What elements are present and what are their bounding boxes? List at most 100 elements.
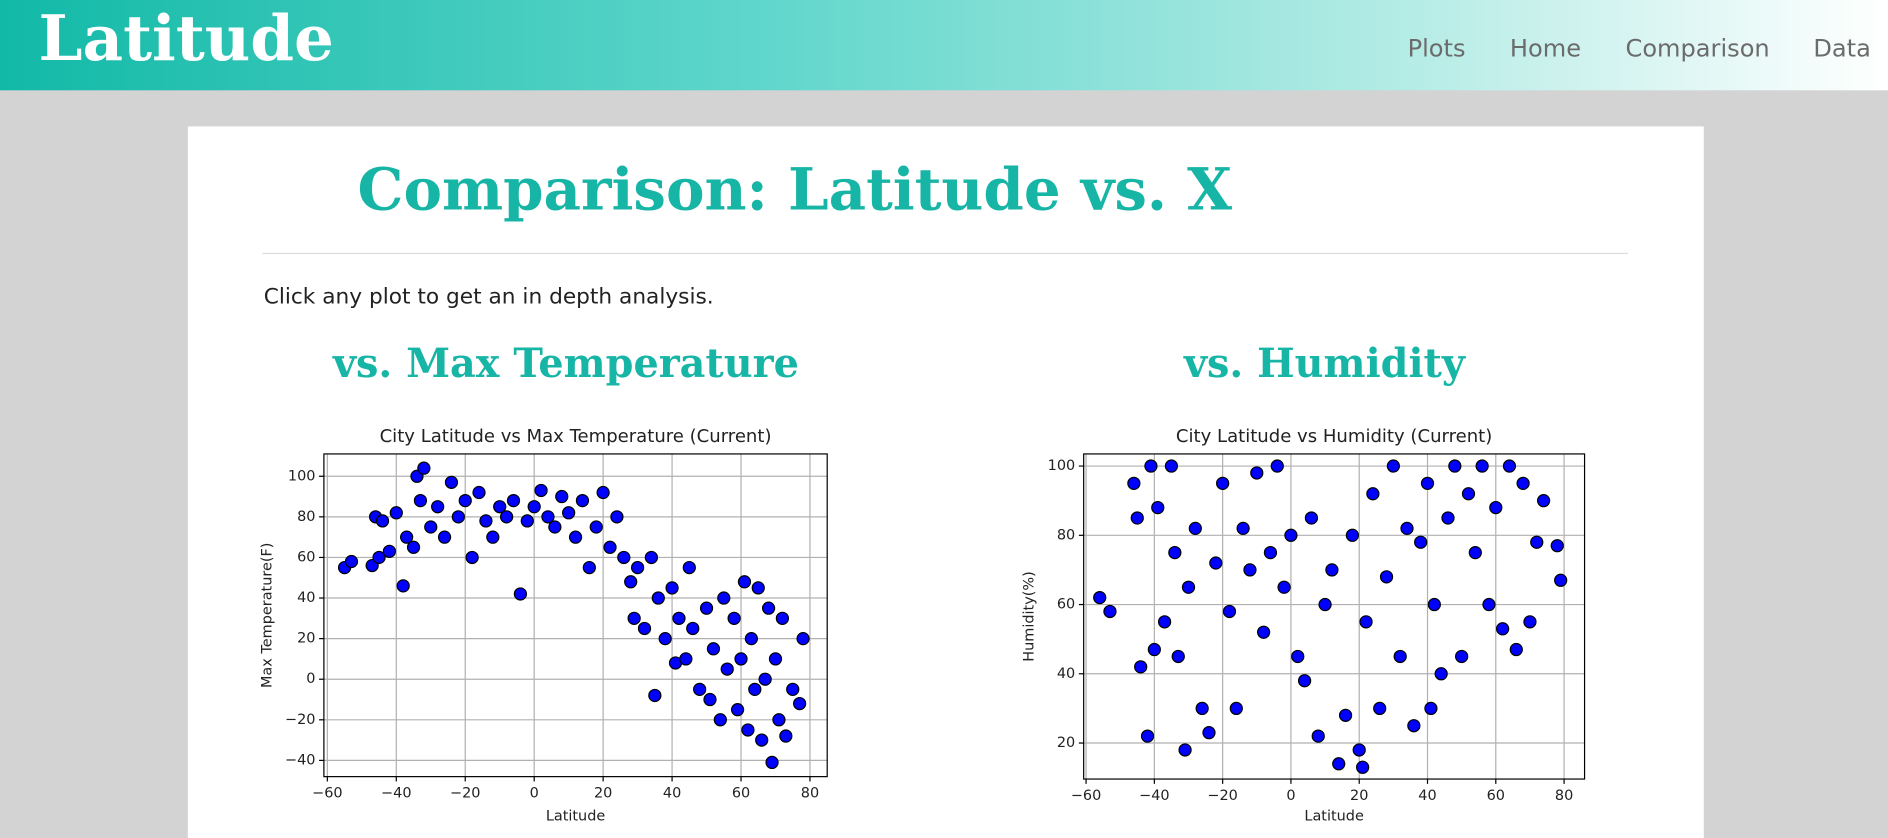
x-tick-label: 20 xyxy=(1350,788,1368,804)
point xyxy=(1147,642,1161,657)
point xyxy=(1130,511,1144,525)
point xyxy=(1216,476,1230,490)
point xyxy=(1243,563,1257,577)
point xyxy=(534,483,548,498)
point xyxy=(1127,476,1141,490)
point xyxy=(582,560,596,575)
point xyxy=(1441,511,1455,525)
x-axis-label: Latitude xyxy=(1304,808,1364,824)
point xyxy=(520,514,534,528)
point xyxy=(562,506,576,520)
point xyxy=(1475,459,1489,473)
point xyxy=(748,682,762,696)
point xyxy=(372,550,386,565)
y-tick-label: 80 xyxy=(297,509,315,525)
point xyxy=(617,550,631,565)
brand[interactable]: Latitude xyxy=(38,2,334,76)
point xyxy=(627,611,641,625)
point xyxy=(1140,729,1155,743)
point xyxy=(755,733,769,747)
point xyxy=(555,489,569,504)
y-tick-label: 40 xyxy=(297,590,315,606)
point xyxy=(1338,708,1353,722)
point xyxy=(727,611,741,625)
point xyxy=(431,500,445,514)
nav-link[interactable]: Plots xyxy=(1407,33,1466,63)
point xyxy=(651,591,665,605)
point xyxy=(686,621,700,636)
x-tick-label: −60 xyxy=(312,785,342,801)
point xyxy=(458,493,472,508)
point xyxy=(1345,528,1360,542)
point xyxy=(1516,476,1530,490)
x-tick-label: 40 xyxy=(1418,788,1436,804)
point xyxy=(541,510,555,524)
x-tick-label: 20 xyxy=(594,785,612,801)
scatter-plot[interactable]: −60 −40 −20 0 20 40 60 80 −40 −20 0 20 40 60 80 100 City… xyxy=(241,415,843,838)
point xyxy=(603,540,617,554)
point xyxy=(1393,649,1407,664)
point xyxy=(1455,649,1469,664)
point xyxy=(1424,701,1438,716)
point xyxy=(630,560,645,575)
point xyxy=(665,581,679,595)
point xyxy=(1291,649,1305,664)
y-tick-label: 0 xyxy=(306,671,315,687)
point xyxy=(1297,674,1312,688)
point xyxy=(751,581,765,595)
point xyxy=(444,475,459,489)
point xyxy=(389,506,403,520)
axes-frame xyxy=(323,453,828,778)
point xyxy=(1229,701,1243,716)
point xyxy=(1379,570,1394,584)
point xyxy=(1434,667,1448,681)
point xyxy=(765,755,779,770)
point xyxy=(1468,545,1482,560)
nav-link[interactable]: Home xyxy=(1509,33,1582,63)
point xyxy=(786,682,800,696)
point xyxy=(1304,511,1319,525)
point xyxy=(1250,466,1264,480)
point xyxy=(1509,642,1523,657)
point xyxy=(1222,604,1237,619)
divider xyxy=(262,252,1628,255)
y-axis-label: Max Temperature(F) xyxy=(259,543,275,688)
point xyxy=(779,729,793,743)
point xyxy=(1236,521,1250,535)
point xyxy=(1270,459,1284,473)
point xyxy=(1420,476,1435,490)
point xyxy=(1277,580,1291,594)
x-tick-label: −20 xyxy=(1207,788,1237,804)
point xyxy=(1554,573,1568,587)
nav-link[interactable]: Data xyxy=(1813,33,1871,63)
point xyxy=(1373,701,1387,716)
point xyxy=(703,692,717,707)
point xyxy=(506,493,521,508)
point xyxy=(682,560,696,575)
point xyxy=(1181,580,1196,594)
point xyxy=(644,550,659,565)
point xyxy=(1168,545,1182,560)
point xyxy=(744,632,758,646)
point xyxy=(1144,459,1158,473)
point xyxy=(527,500,541,514)
point xyxy=(699,601,714,615)
scatter-plot[interactable]: −60 −40 −20 0 20 40 60 80 20 40 60 80 100 City Latitu… xyxy=(999,415,1601,838)
point xyxy=(400,530,414,544)
point xyxy=(1318,597,1332,612)
point xyxy=(768,652,783,666)
y-tick-label: 80 xyxy=(1057,527,1075,543)
page-title: Comparison: Latitude vs. X xyxy=(357,156,1232,224)
point xyxy=(1359,615,1373,629)
point xyxy=(344,554,359,569)
nav-link[interactable]: Comparison xyxy=(1625,33,1770,63)
x-tick-label: −40 xyxy=(1139,788,1169,804)
point xyxy=(637,621,652,636)
point xyxy=(706,642,721,656)
y-tick-label: −40 xyxy=(285,752,315,768)
point xyxy=(1332,757,1346,771)
point xyxy=(1502,459,1517,473)
point xyxy=(1400,521,1414,535)
point xyxy=(493,500,507,514)
point xyxy=(730,703,745,717)
